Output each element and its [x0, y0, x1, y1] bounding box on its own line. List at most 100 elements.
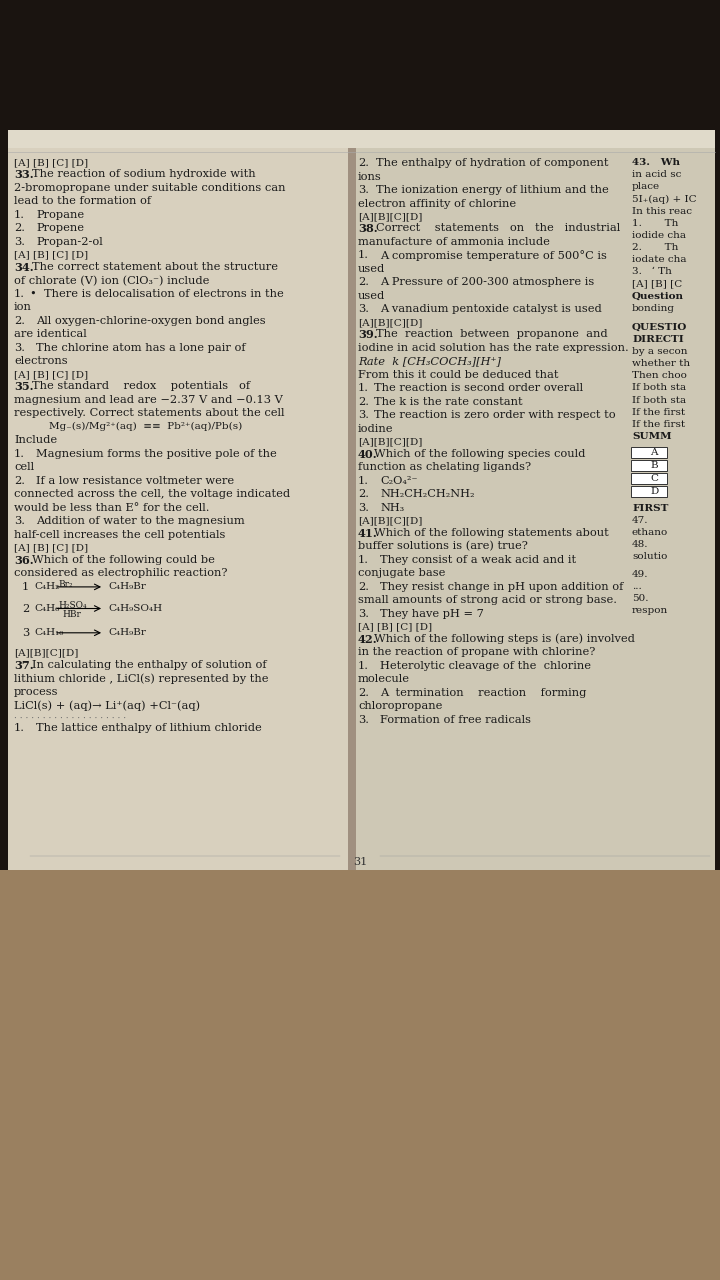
- Text: 33.: 33.: [14, 169, 34, 180]
- Text: 1.: 1.: [14, 449, 25, 460]
- Text: 37.: 37.: [14, 659, 34, 671]
- Text: NH₂CH₂CH₂NH₂: NH₂CH₂CH₂NH₂: [380, 489, 474, 499]
- Text: The ionization energy of lithium and the: The ionization energy of lithium and the: [376, 186, 608, 195]
- Bar: [631, 485, 667, 497]
- Text: half-cell increases the cell potentials: half-cell increases the cell potentials: [14, 530, 225, 540]
- Text: 1.: 1.: [358, 556, 369, 564]
- Text: 47.: 47.: [632, 516, 649, 525]
- Text: electron affinity of chlorine: electron affinity of chlorine: [358, 198, 516, 209]
- Text: D: D: [650, 486, 658, 495]
- Text: solutio: solutio: [632, 552, 667, 561]
- Text: in acid sc: in acid sc: [632, 170, 681, 179]
- Text: 3.: 3.: [14, 237, 25, 247]
- Text: 42.: 42.: [358, 634, 377, 645]
- Text: by a secon: by a secon: [632, 347, 688, 356]
- Text: function as chelating ligands?: function as chelating ligands?: [358, 462, 531, 472]
- Text: Formation of free radicals: Formation of free radicals: [380, 714, 531, 724]
- Text: Include: Include: [14, 435, 57, 445]
- Bar: [631, 460, 667, 471]
- Text: [A][B][C][D]: [A][B][C][D]: [14, 648, 78, 657]
- Text: iodide cha: iodide cha: [632, 230, 686, 239]
- Text: 43.   Wh: 43. Wh: [632, 157, 680, 166]
- Text: 3.   ‘ Th: 3. ‘ Th: [632, 268, 672, 276]
- Text: The k is the rate constant: The k is the rate constant: [374, 397, 523, 407]
- Text: in the reaction of propane with chlorine?: in the reaction of propane with chlorine…: [358, 648, 595, 658]
- Text: [A][B][C][D]: [A][B][C][D]: [358, 438, 423, 447]
- Text: used: used: [358, 264, 385, 274]
- Text: A compromise temperature of 500°C is: A compromise temperature of 500°C is: [380, 251, 607, 261]
- Text: Which of the following species could: Which of the following species could: [374, 449, 585, 460]
- Text: electrons: electrons: [14, 356, 68, 366]
- Text: C₄H₁₀: C₄H₁₀: [34, 627, 63, 637]
- Text: ion: ion: [14, 302, 32, 312]
- Text: LiCl(s) + (aq)→ Li⁺(aq) +Cl⁻(aq): LiCl(s) + (aq)→ Li⁺(aq) +Cl⁻(aq): [14, 700, 200, 710]
- Bar: [0, 870, 720, 1280]
- Text: 2.: 2.: [14, 224, 25, 233]
- Text: A Pressure of 200-300 atmosphere is: A Pressure of 200-300 atmosphere is: [380, 278, 594, 288]
- Text: C₄H₉Br: C₄H₉Br: [108, 582, 146, 591]
- Text: place: place: [632, 182, 660, 191]
- Text: HBr: HBr: [62, 609, 81, 618]
- Text: lithium chloride , LiCl(s) represented by the: lithium chloride , LiCl(s) represented b…: [14, 673, 269, 684]
- Text: whether th: whether th: [632, 360, 690, 369]
- Text: Which of the following steps is (are) involved: Which of the following steps is (are) in…: [374, 634, 635, 644]
- Text: 1.: 1.: [358, 660, 369, 671]
- Text: 2.       Th: 2. Th: [632, 243, 678, 252]
- Text: The correct statement about the structure: The correct statement about the structur…: [32, 262, 278, 271]
- Text: molecule: molecule: [358, 675, 410, 685]
- Text: [A] [B] [C: [A] [B] [C: [632, 279, 683, 288]
- Text: 2.: 2.: [358, 397, 369, 407]
- Text: Propan-2-ol: Propan-2-ol: [36, 237, 103, 247]
- Text: Rate  k [CH₃COCH₃][H⁺]: Rate k [CH₃COCH₃][H⁺]: [358, 356, 501, 366]
- Text: 2.: 2.: [358, 582, 369, 591]
- Text: The chlorine atom has a lone pair of: The chlorine atom has a lone pair of: [36, 343, 246, 353]
- Text: The enthalpy of hydration of component: The enthalpy of hydration of component: [376, 157, 608, 168]
- Text: FIRST: FIRST: [632, 503, 668, 512]
- Text: 1.: 1.: [14, 723, 25, 733]
- Text: Addition of water to the magnesium: Addition of water to the magnesium: [36, 516, 245, 526]
- Text: of chlorate (V) ion (ClO₃⁻) include: of chlorate (V) ion (ClO₃⁻) include: [14, 275, 210, 285]
- Text: Propene: Propene: [36, 224, 84, 233]
- Text: [A] [B] [C] [D]: [A] [B] [C] [D]: [14, 251, 88, 260]
- Text: magnesium and lead are −2.37 V and −0.13 V: magnesium and lead are −2.37 V and −0.13…: [14, 396, 283, 404]
- Text: The reaction is second order overall: The reaction is second order overall: [374, 384, 583, 393]
- Text: The reaction of sodium hydroxide with: The reaction of sodium hydroxide with: [32, 169, 256, 179]
- Text: [A] [B] [C] [D]: [A] [B] [C] [D]: [14, 370, 88, 379]
- Text: conjugate base: conjugate base: [358, 568, 446, 579]
- Text: 2-bromopropane under suitable conditions can: 2-bromopropane under suitable conditions…: [14, 183, 286, 193]
- Text: DIRECTI: DIRECTI: [632, 335, 684, 344]
- Text: NH₃: NH₃: [380, 503, 404, 513]
- Text: 1.: 1.: [358, 384, 369, 393]
- Text: Propane: Propane: [36, 210, 84, 220]
- Text: manufacture of ammonia include: manufacture of ammonia include: [358, 237, 550, 247]
- Text: C₄H₂: C₄H₂: [34, 582, 59, 591]
- Text: [A] [B] [C] [D]: [A] [B] [C] [D]: [14, 157, 88, 166]
- Text: 2.: 2.: [358, 489, 369, 499]
- Bar: [8, 131, 715, 148]
- Text: The standard    redox    potentials   of: The standard redox potentials of: [32, 381, 250, 392]
- Text: From this it could be deduced that: From this it could be deduced that: [358, 370, 559, 380]
- Text: 1.       Th: 1. Th: [632, 219, 678, 228]
- Text: small amounts of strong acid or strong base.: small amounts of strong acid or strong b…: [358, 595, 617, 605]
- Text: ethano: ethano: [632, 527, 668, 536]
- Text: 34.: 34.: [14, 262, 34, 273]
- Text: In this reac: In this reac: [632, 206, 692, 215]
- Text: If a low resistance voltmeter were: If a low resistance voltmeter were: [36, 476, 234, 486]
- Text: lead to the formation of: lead to the formation of: [14, 196, 151, 206]
- Text: 35.: 35.: [14, 381, 34, 393]
- Text: 1.: 1.: [14, 289, 25, 300]
- Text: 50.: 50.: [632, 594, 649, 603]
- Text: They resist change in pH upon addition of: They resist change in pH upon addition o…: [380, 582, 624, 591]
- Text: 48.: 48.: [632, 540, 649, 549]
- Text: 2.: 2.: [358, 278, 369, 288]
- Text: ions: ions: [358, 172, 382, 182]
- Text: 40.: 40.: [358, 449, 377, 460]
- Text: 3.: 3.: [358, 503, 369, 513]
- Text: B: B: [650, 461, 657, 470]
- Text: Heterolytic cleavage of the  chlorine: Heterolytic cleavage of the chlorine: [380, 660, 591, 671]
- Text: H₂SO₄: H₂SO₄: [58, 600, 86, 609]
- Text: 3: 3: [22, 627, 30, 637]
- Text: · · · · · · · · · · · · · · · · · · · ·: · · · · · · · · · · · · · · · · · · · ·: [14, 713, 126, 722]
- Text: 1.: 1.: [14, 210, 25, 220]
- Text: buffer solutions is (are) true?: buffer solutions is (are) true?: [358, 541, 528, 552]
